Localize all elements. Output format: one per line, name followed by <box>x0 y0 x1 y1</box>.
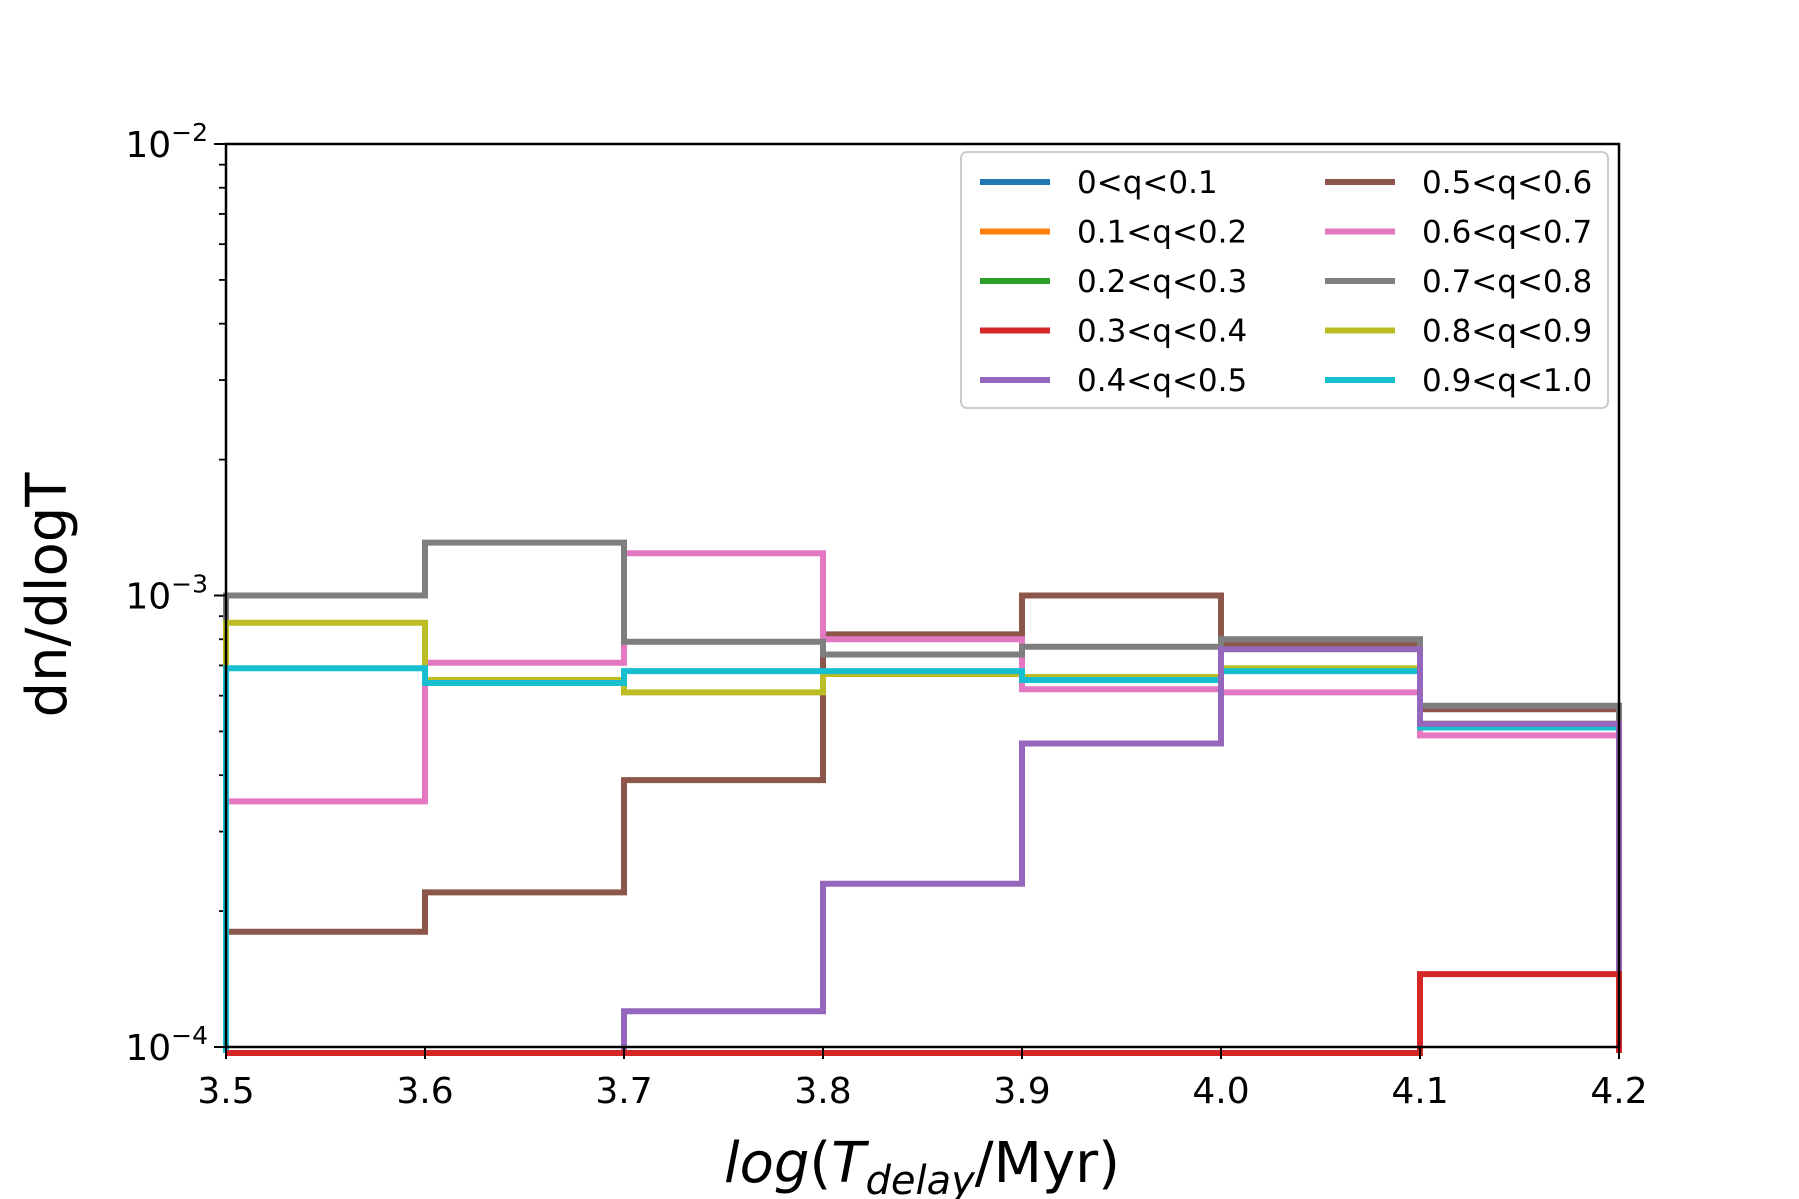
y-tick-label: 10−2 <box>125 118 208 166</box>
x-axis-label: log(Tdelay/Myr) <box>724 1131 1120 1199</box>
legend-label: 0.9<q<1.0 <box>1422 363 1592 399</box>
y-axis-label: dn/dlogT <box>15 472 80 718</box>
legend-box <box>960 151 1609 409</box>
legend-label: 0.7<q<0.8 <box>1422 264 1592 300</box>
x-tick-label: 3.7 <box>595 1071 652 1112</box>
legend-label: 0.8<q<0.9 <box>1422 314 1592 350</box>
legend-label: 0.5<q<0.6 <box>1422 165 1592 201</box>
legend-label: 0.1<q<0.2 <box>1077 215 1247 251</box>
x-tick-label: 3.6 <box>396 1071 453 1112</box>
y-tick-label: 10−4 <box>125 1021 208 1069</box>
legend: 0<q<0.1 0.1<q<0.2 0.2<q<0.3 0.3<q<0.4 0.4<q<… <box>960 151 1609 409</box>
x-tick-label: 4.0 <box>1192 1071 1249 1112</box>
x-tick-label: 3.9 <box>993 1071 1050 1112</box>
x-tick-label: 4.2 <box>1590 1071 1647 1112</box>
x-tick-label: 3.8 <box>794 1071 851 1112</box>
legend-label: 0<q<0.1 <box>1077 165 1218 201</box>
legend-label: 0.4<q<0.5 <box>1077 363 1247 399</box>
legend-label: 0.6<q<0.7 <box>1422 215 1592 251</box>
legend-label: 0.2<q<0.3 <box>1077 264 1247 300</box>
x-axis: 3.5 3.6 3.7 3.8 3.9 4.0 4.1 4.2 <box>197 1047 1648 1112</box>
x-tick-label: 4.1 <box>1391 1071 1448 1112</box>
y-tick-label: 10−3 <box>125 570 208 618</box>
x-tick-label: 3.5 <box>197 1071 254 1112</box>
y-axis: 10−4 10−3 10−2 <box>125 118 226 1069</box>
series-line-3 <box>226 971 1622 1056</box>
legend-label: 0.3<q<0.4 <box>1077 314 1247 350</box>
